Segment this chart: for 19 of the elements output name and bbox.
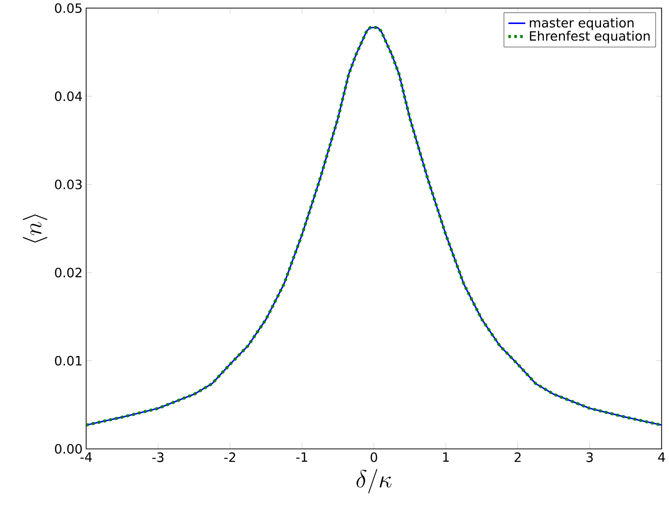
legend-label: Ehrenfest equation (530, 30, 650, 44)
legend-label: master equation (530, 18, 634, 30)
y-tick-label: 0.04 (54, 91, 82, 101)
x-tick-label: -1 (296, 452, 308, 462)
y-tick-label: 0.03 (54, 179, 82, 190)
y-axis-title: $\langle n\rangle$ (22, 214, 48, 242)
y-tick-label: 0.05 (54, 3, 82, 13)
x-tick-label: 3 (586, 452, 593, 462)
y-tick-label: 0.01 (54, 356, 82, 366)
x-tick-label: -2 (224, 452, 236, 462)
x-tick-label: 4 (658, 452, 665, 462)
y-tick-label: 0.00 (54, 444, 82, 454)
x-tick-label: -3 (152, 452, 164, 462)
x-axis-title: $\delta/\kappa$ (356, 468, 392, 494)
x-tick-label: -4 (80, 452, 92, 462)
x-tick-label: 2 (514, 452, 521, 462)
x-tick-label: 0 (370, 452, 378, 462)
x-tick-label: 1 (443, 452, 449, 462)
y-tick-label: 0.02 (54, 268, 82, 278)
